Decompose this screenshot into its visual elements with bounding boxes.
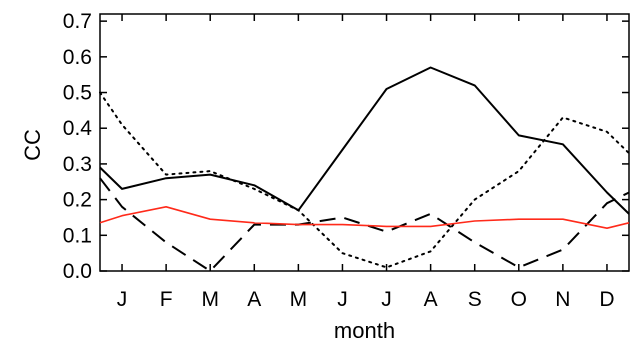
- x-axis-title: month: [334, 318, 395, 343]
- y-tick-label: 0.4: [63, 117, 93, 140]
- series-line-solid-black: [99, 66, 630, 215]
- series-line-solid-red: [99, 206, 630, 229]
- y-tick-label: 0.1: [63, 224, 92, 247]
- series-line-dashed-black: [99, 177, 630, 272]
- x-tick-label: N: [555, 288, 570, 311]
- y-tick-label: 0.5: [63, 82, 92, 105]
- x-tick-label: A: [247, 288, 261, 311]
- x-tick-label: J: [117, 288, 128, 311]
- x-tick-label: S: [468, 288, 482, 311]
- plot-area: [99, 13, 630, 272]
- x-tick-label: A: [424, 288, 438, 311]
- y-tick-label: 0.2: [63, 189, 92, 212]
- x-tick-label: F: [160, 288, 173, 311]
- series-group: [99, 66, 630, 272]
- y-tick-label: 0.6: [63, 46, 92, 69]
- x-tick-label: J: [337, 288, 348, 311]
- x-tick-label: O: [511, 288, 527, 311]
- y-axis-ticks: 0.0 0.1 0.2 0.3 0.4 0.5 0.6 0.7: [63, 10, 629, 283]
- y-tick-label: 0.7: [63, 10, 92, 33]
- series-line-dotted-black: [99, 91, 630, 269]
- x-tick-label: D: [599, 288, 614, 311]
- x-tick-label: M: [290, 288, 308, 311]
- y-tick-label: 0.0: [63, 260, 92, 283]
- plot-frame: [99, 13, 630, 272]
- y-axis-title: CC: [20, 129, 45, 161]
- x-tick-label: J: [381, 288, 392, 311]
- x-tick-label: M: [201, 288, 219, 311]
- y-tick-label: 0.3: [63, 153, 92, 176]
